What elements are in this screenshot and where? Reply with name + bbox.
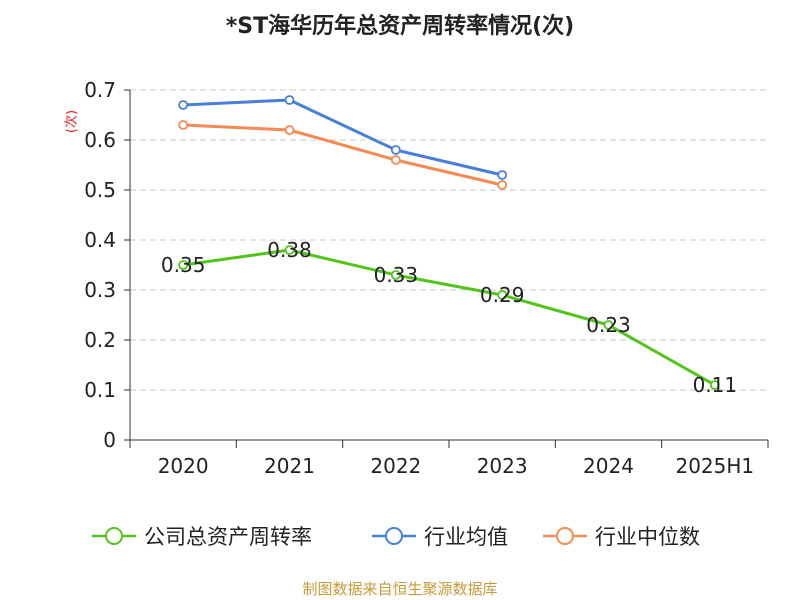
series-line [182,248,716,387]
data-point [178,120,189,130]
legend-marker-icon [372,527,416,545]
data-point [284,95,295,105]
data-point [390,145,401,155]
data-point [603,320,614,330]
y-tick-label: 0.3 [84,278,116,302]
x-tick-label: 2025H1 [675,454,754,478]
legend-label: 行业均值 [424,525,508,549]
data-label: 0.11 [693,373,738,397]
data-point [497,180,508,190]
y-tick-label: 0 [103,428,116,452]
data-point [709,380,720,390]
y-tick-label: 0.2 [84,328,116,352]
y-tick-label: 0.7 [84,78,116,102]
data-label: 0.29 [480,283,525,307]
x-tick-label: 2020 [158,454,209,478]
y-tick-label: 0.4 [84,228,116,252]
legend-marker-icon [92,527,136,545]
legend-label: 公司总资产周转率 [144,525,312,549]
data-point [178,100,189,110]
data-point [390,155,401,165]
data-point [178,260,189,270]
x-tick-label: 2023 [477,454,528,478]
data-label: 0.35 [161,253,206,277]
y-tick-label: 0.6 [84,128,116,152]
x-tick-label: 2022 [370,454,421,478]
legend-label: 行业中位数 [595,525,700,549]
data-source-note: 制图数据来自恒生聚源数据库 [302,580,498,598]
legend-item-company[interactable]: 公司总资产周转率 [92,518,312,554]
series-line [183,123,503,187]
data-point [284,125,295,135]
data-point [497,170,508,180]
data-label: 0.23 [586,313,631,337]
data-label: 0.33 [374,263,419,287]
chart-title: *ST海华历年总资产周转率情况(次) [225,14,575,39]
legend-item-industry-median[interactable]: 行业中位数 [543,518,700,554]
x-tick-label: 2021 [264,454,315,478]
chart-legend: 公司总资产周转率 行业均值 行业中位数 [0,518,800,558]
y-tick-label: 0.1 [84,378,116,402]
data-point [497,290,508,300]
x-tick-label: 2024 [583,454,634,478]
legend-marker-icon [543,527,587,545]
data-point [284,245,295,255]
data-label: 0.38 [267,238,312,262]
legend-item-industry-mean[interactable]: 行业均值 [372,518,508,554]
data-point [390,270,401,280]
y-tick-label: 0.5 [84,178,116,202]
series-line [183,98,503,177]
